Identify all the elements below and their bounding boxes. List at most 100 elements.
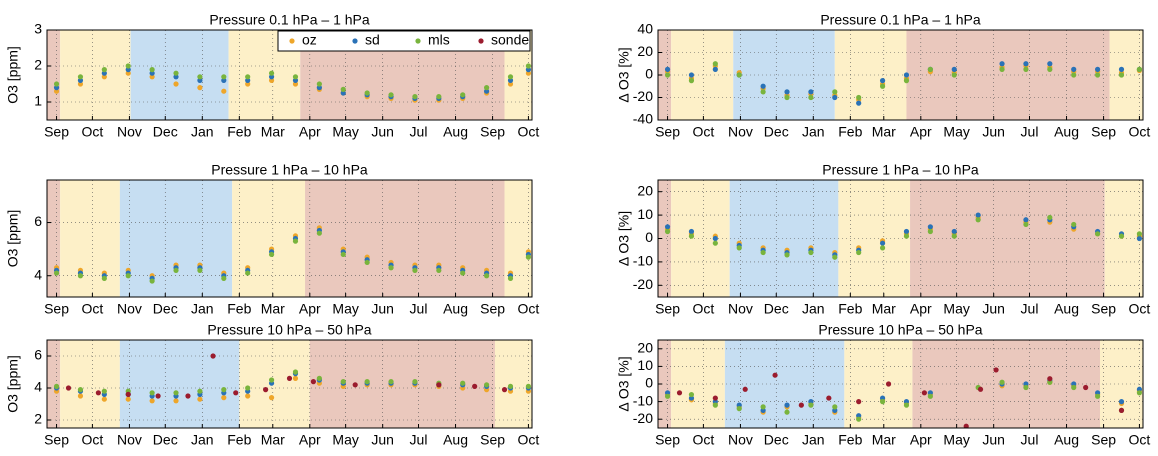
data-point xyxy=(963,423,969,428)
x-tick-label: Oct xyxy=(693,432,715,448)
data-point xyxy=(149,398,155,404)
data-point xyxy=(879,83,886,89)
x-tick-label: Aug xyxy=(443,124,468,140)
data-point xyxy=(712,402,718,408)
x-tick-label: Apr xyxy=(910,432,932,448)
x-tick-label: Jun xyxy=(371,124,394,140)
x-tick-label: Aug xyxy=(443,301,468,317)
data-point xyxy=(125,70,131,76)
data-point xyxy=(856,94,862,101)
y-tick-label: 40 xyxy=(637,21,653,37)
x-tick-label: Nov xyxy=(728,301,753,317)
data-point xyxy=(460,270,466,276)
data-point xyxy=(436,382,442,388)
data-point xyxy=(993,367,999,373)
x-tick-label: Sep xyxy=(44,432,69,448)
x-tick-label: Oct xyxy=(1129,124,1151,140)
x-tick-label: Aug xyxy=(1054,124,1079,140)
legend-marker xyxy=(415,38,421,44)
x-tick-label: Oct xyxy=(518,124,540,140)
data-point xyxy=(1136,235,1143,242)
data-point xyxy=(412,379,418,385)
data-point xyxy=(1071,66,1077,72)
legend-marker xyxy=(289,38,295,44)
data-point xyxy=(507,81,514,87)
x-tick-label: Oct xyxy=(82,432,104,448)
data-point xyxy=(742,386,748,392)
season-band xyxy=(724,340,845,428)
x-tick-label: Jan xyxy=(802,124,825,140)
data-point xyxy=(173,398,179,404)
season-band xyxy=(47,30,61,120)
data-point xyxy=(688,228,695,235)
y-tick-label: -20 xyxy=(633,410,653,426)
data-point xyxy=(784,252,790,258)
data-point xyxy=(1023,384,1029,391)
season-band xyxy=(130,30,229,120)
data-point xyxy=(268,377,275,383)
season-band xyxy=(658,180,672,297)
data-point xyxy=(1118,66,1125,72)
y-axis-label: Δ O3 [%] xyxy=(616,211,632,266)
data-point xyxy=(125,67,131,73)
data-point xyxy=(784,89,790,95)
data-point xyxy=(95,390,101,396)
data-point xyxy=(245,81,251,87)
x-tick-label: Nov xyxy=(117,124,142,140)
data-point xyxy=(525,63,532,69)
data-point xyxy=(808,402,814,408)
data-point xyxy=(1071,384,1077,391)
x-tick-label: Jul xyxy=(1021,124,1039,140)
data-point xyxy=(736,406,742,412)
data-point xyxy=(53,81,60,87)
x-tick-label: May xyxy=(943,124,969,140)
plot-area xyxy=(658,30,1143,120)
x-tick-label: Jul xyxy=(410,124,428,140)
data-point xyxy=(688,233,695,239)
data-point xyxy=(101,396,107,402)
data-point xyxy=(101,74,107,80)
data-point xyxy=(173,70,179,76)
axes-frame xyxy=(46,339,533,429)
data-point xyxy=(760,404,766,410)
data-point xyxy=(736,245,742,251)
season-band xyxy=(494,340,532,428)
legend-label: sonde xyxy=(491,32,529,48)
data-point xyxy=(856,416,862,422)
data-point xyxy=(760,249,766,256)
data-point xyxy=(125,273,131,279)
data-point xyxy=(951,72,957,78)
data-point xyxy=(1023,61,1029,67)
legend-label: sd xyxy=(365,32,380,48)
data-point xyxy=(268,70,275,76)
x-tick-label: Oct xyxy=(518,432,540,448)
y-axis-label: O3 [ppm] xyxy=(5,355,21,413)
data-point xyxy=(903,72,910,78)
y-tick-label: 2 xyxy=(34,411,42,427)
season-band xyxy=(910,180,1105,297)
data-point xyxy=(292,375,299,381)
x-tick-label: Aug xyxy=(443,432,468,448)
data-point xyxy=(951,233,957,239)
y-axis-label: Δ O3 [%] xyxy=(616,47,632,102)
season-band xyxy=(733,30,835,120)
x-tick-label: Mar xyxy=(261,124,285,140)
season-band xyxy=(305,180,505,297)
plot-area xyxy=(658,180,1143,297)
plot-area xyxy=(47,340,532,428)
data-point xyxy=(65,385,72,391)
data-point xyxy=(903,402,910,408)
data-point xyxy=(263,387,269,393)
x-tick-label: Sep xyxy=(480,301,505,317)
season-band xyxy=(906,30,1110,120)
axes-frame xyxy=(657,29,1144,121)
data-point xyxy=(245,74,251,80)
data-point xyxy=(472,383,478,389)
data-point xyxy=(1083,384,1089,391)
data-point xyxy=(975,217,981,223)
data-point xyxy=(784,94,790,101)
x-tick-label: Nov xyxy=(117,432,142,448)
data-point xyxy=(484,382,490,388)
data-point xyxy=(798,402,804,408)
data-point xyxy=(1118,399,1125,405)
